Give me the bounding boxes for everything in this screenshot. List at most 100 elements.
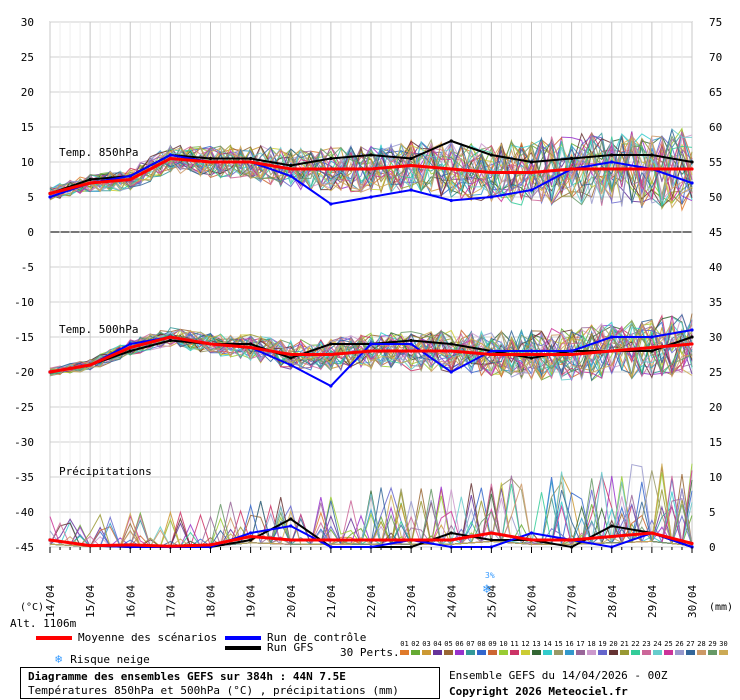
point-mean-temp850 [329, 167, 333, 171]
point-gfs-temp850 [329, 156, 333, 161]
member-number: 05 [444, 640, 453, 648]
member-number: 26 [675, 640, 684, 648]
member-swatch [521, 650, 530, 655]
member-number: 08 [477, 640, 486, 648]
member-legend-item: 21 [619, 640, 630, 655]
member-legend-item: 27 [685, 640, 696, 655]
point-gfs-temp500 [329, 342, 333, 346]
point-mean-temp850 [449, 167, 453, 171]
member-number: 04 [433, 640, 442, 648]
member-swatch [422, 650, 431, 655]
snowflake-icon: ❄ [482, 582, 491, 597]
point-mean-precip [409, 538, 413, 542]
x-tick-label: 18/04 [205, 585, 218, 618]
member-swatch [686, 650, 695, 655]
point-gfs-temp850 [650, 153, 654, 157]
member-swatch [609, 650, 618, 655]
point-gfs-temp850 [489, 153, 493, 157]
member-swatch [697, 650, 706, 655]
y-right-tick-label: 15 [709, 436, 722, 449]
point-mean-temp850 [529, 170, 534, 175]
y-left-tick-label: -35 [14, 471, 34, 484]
member-number: 16 [565, 640, 574, 648]
x-tick-label: 25/04 [485, 585, 498, 618]
member-legend-item: 05 [443, 640, 454, 655]
y-left-tick-label: 10 [21, 156, 34, 169]
point-control-precip [289, 524, 293, 528]
point-mean-precip [168, 544, 172, 548]
member-legend-item: 02 [410, 640, 421, 655]
x-tick-label: 14/04 [44, 585, 57, 618]
member-line [49, 135, 693, 205]
point-control-temp500 [610, 335, 614, 339]
point-gfs-temp850 [208, 156, 213, 161]
legend-snow-label: Risque neige [70, 652, 150, 666]
footer-title: Diagramme des ensembles GEFS sur 384h : … [28, 670, 346, 683]
member-swatch [444, 650, 453, 655]
y-right-tick-label: 0 [709, 541, 716, 554]
member-legend-item: 26 [674, 640, 685, 655]
point-gfs-temp850 [570, 156, 574, 161]
member-legend-item: 01 [399, 640, 410, 655]
member-number: 22 [631, 640, 640, 648]
member-number: 28 [697, 640, 706, 648]
member-number: 25 [664, 640, 673, 648]
x-tick-label: 26/04 [526, 585, 539, 618]
member-swatch [532, 650, 541, 655]
point-control-temp500 [289, 363, 293, 367]
point-mean-precip [329, 538, 333, 542]
member-legend-item: 08 [476, 640, 487, 655]
member-number: 27 [686, 640, 695, 648]
member-legend-item: 15 [553, 640, 564, 655]
point-control-temp850 [690, 181, 694, 185]
legend-gfs-swatch [225, 645, 261, 650]
member-swatch [466, 650, 475, 655]
snow-risk-marker: 3% ❄ [482, 571, 495, 597]
point-gfs-temp500 [650, 349, 654, 353]
member-number: 13 [532, 640, 541, 648]
point-mean-precip [48, 538, 52, 542]
member-swatch [565, 650, 574, 655]
y-right-tick-label: 55 [709, 156, 722, 169]
legend-control-label: Run de contrôle [267, 631, 367, 644]
member-number: 19 [598, 640, 607, 648]
member-swatch [642, 650, 651, 655]
member-number: 06 [455, 640, 464, 648]
point-control-temp850 [128, 174, 132, 178]
y-right-tick-label: 70 [709, 51, 722, 64]
member-number: 03 [422, 640, 431, 648]
point-mean-temp850 [610, 167, 614, 171]
y-right-tick-label: 45 [709, 226, 722, 239]
point-mean-temp850 [128, 177, 132, 182]
x-tick-label: 27/04 [566, 585, 579, 618]
point-control-temp850 [168, 153, 172, 157]
y-left-tick-label: -40 [14, 506, 34, 519]
member-swatch [433, 650, 442, 655]
x-tick-label: 28/04 [606, 585, 619, 618]
point-control-temp850 [449, 198, 453, 203]
label-precip: Précipitations [59, 465, 152, 478]
point-control-temp500 [650, 335, 654, 339]
point-mean-precip [610, 534, 614, 539]
member-swatch [620, 650, 629, 655]
y-right-tick-label: 5 [709, 506, 716, 519]
point-mean-temp500 [650, 345, 654, 350]
member-number: 02 [411, 640, 420, 648]
member-swatch [653, 650, 662, 655]
y-right-tick-label: 20 [709, 401, 722, 414]
member-legend-item: 25 [663, 640, 674, 655]
y-left-tick-label: 30 [21, 16, 34, 29]
point-mean-temp500 [249, 345, 253, 350]
point-mean-temp500 [168, 335, 172, 339]
member-line [49, 134, 693, 204]
x-tick-label: 21/04 [325, 585, 338, 618]
point-gfs-temp850 [610, 153, 614, 157]
member-legend-item: 28 [696, 640, 707, 655]
point-mean-temp500 [329, 352, 333, 357]
member-legend-item: 06 [454, 640, 465, 655]
point-mean-precip [88, 544, 92, 548]
point-control-temp500 [128, 342, 132, 346]
y-left-tick-label: -10 [14, 296, 34, 309]
